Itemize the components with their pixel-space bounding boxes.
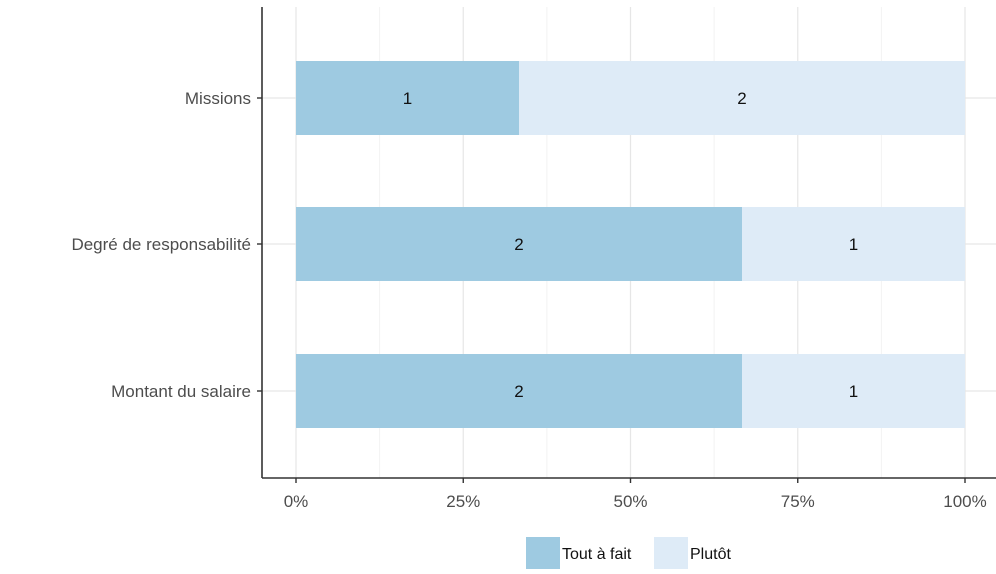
bar-segment (296, 61, 519, 135)
bar-segment (296, 354, 742, 428)
x-tick-label: 50% (613, 492, 647, 511)
data-label: 2 (514, 235, 523, 254)
data-label: 1 (403, 89, 412, 108)
data-label: 1 (849, 382, 858, 401)
y-tick-label: Missions (185, 89, 251, 108)
data-label: 1 (849, 235, 858, 254)
bar-segment (742, 207, 965, 281)
data-label: 2 (514, 382, 523, 401)
data-label: 2 (737, 89, 746, 108)
x-tick-label: 25% (446, 492, 480, 511)
legend-swatch (654, 537, 688, 569)
bar-segment (519, 61, 965, 135)
legend-swatch (526, 537, 560, 569)
legend-label: Tout à fait (562, 546, 632, 563)
y-tick-label: Montant du salaire (111, 382, 251, 401)
bar-segment (296, 207, 742, 281)
x-tick-label: 100% (943, 492, 986, 511)
x-tick-label: 75% (781, 492, 815, 511)
bar-segment (742, 354, 965, 428)
x-tick-label: 0% (284, 492, 309, 511)
legend-label: Plutôt (690, 546, 731, 563)
y-tick-label: Degré de responsabilité (71, 235, 251, 254)
